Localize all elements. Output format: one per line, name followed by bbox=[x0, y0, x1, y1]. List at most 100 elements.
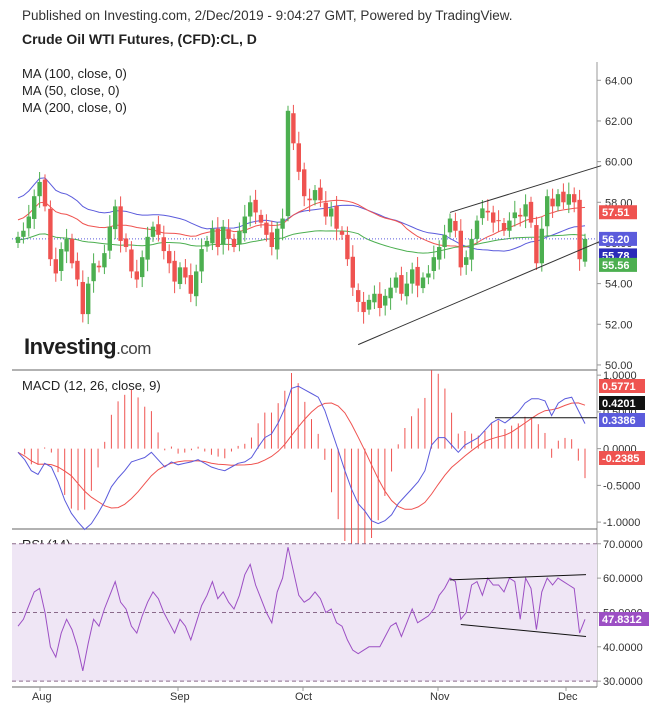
candle-body bbox=[231, 238, 237, 248]
candle-body bbox=[377, 293, 382, 309]
rsi-line bbox=[17, 547, 586, 672]
candle-body bbox=[64, 238, 69, 252]
candle-body bbox=[102, 253, 107, 268]
macd-panel-label: MACD (12, 26, close, 9) bbox=[22, 378, 161, 393]
macd-label-box bbox=[599, 396, 645, 410]
candle-body bbox=[167, 251, 172, 264]
candle-body bbox=[410, 269, 415, 284]
ma100-legend: MA (100, close, 0) bbox=[22, 66, 127, 81]
candle-body bbox=[572, 194, 577, 203]
candle-body bbox=[75, 260, 80, 280]
candle-body bbox=[150, 226, 156, 237]
candle-body bbox=[501, 223, 507, 231]
rsi-value-label: 47.8312 bbox=[602, 614, 642, 626]
time-tick-label: Sep bbox=[170, 691, 190, 703]
candle-body bbox=[134, 271, 139, 280]
candle-body bbox=[183, 267, 188, 278]
macd-value-label: 0.4201 bbox=[602, 398, 636, 410]
candle-body bbox=[561, 191, 566, 203]
candle-body bbox=[42, 179, 48, 207]
candle-body bbox=[383, 295, 388, 306]
candle-body bbox=[496, 220, 501, 222]
candle-body bbox=[323, 202, 328, 217]
price-label-box bbox=[599, 205, 637, 220]
candle-body bbox=[528, 201, 534, 223]
candle-body bbox=[491, 212, 496, 223]
candle-body bbox=[393, 277, 399, 288]
time-tick-label: Dec bbox=[558, 691, 578, 703]
candle-body bbox=[426, 273, 431, 278]
macd-value-label: -0.2385 bbox=[602, 453, 639, 465]
investing-logo: Investing.com bbox=[24, 334, 151, 360]
candle-body bbox=[26, 216, 31, 229]
candle-body bbox=[350, 256, 355, 288]
candle-body bbox=[334, 205, 339, 229]
rsi-band bbox=[12, 543, 597, 682]
candle-body bbox=[242, 216, 247, 234]
candle-body bbox=[512, 212, 517, 219]
candle-body bbox=[555, 194, 561, 207]
candle-body bbox=[312, 190, 318, 201]
price-tick-label: 50.00 bbox=[605, 360, 633, 372]
candle-body bbox=[420, 277, 426, 289]
candle-body bbox=[523, 204, 528, 217]
candle-body bbox=[269, 232, 274, 248]
candle-body bbox=[161, 237, 166, 252]
rsi-upper-trendline bbox=[449, 574, 587, 581]
price-tick-label: 60.00 bbox=[605, 157, 633, 169]
time-tick-label: Aug bbox=[32, 691, 52, 703]
candle-body bbox=[453, 220, 458, 231]
candle-body bbox=[307, 198, 312, 201]
candle-body bbox=[437, 247, 442, 260]
macd-label-box bbox=[599, 413, 645, 427]
candle-body bbox=[539, 228, 544, 264]
candle-body bbox=[21, 230, 26, 237]
candle-body bbox=[264, 222, 269, 235]
macd-tick-label: -0.5000 bbox=[603, 480, 640, 492]
chart-title: Crude Oil WTI Futures, (CFD):CL, D bbox=[22, 31, 257, 47]
candle-body bbox=[91, 263, 96, 282]
candle-body bbox=[507, 220, 512, 231]
candle-body bbox=[361, 301, 366, 313]
candle-body bbox=[226, 229, 231, 239]
macd-signal-line bbox=[17, 402, 586, 510]
ma100-line bbox=[17, 199, 586, 248]
candle-body bbox=[302, 169, 307, 197]
candle-body bbox=[221, 226, 226, 245]
logo-text: Investing bbox=[24, 334, 117, 359]
price-label: 56.20 bbox=[602, 234, 630, 246]
rsi-tick-label: 60.0000 bbox=[603, 573, 643, 585]
candle-body bbox=[194, 271, 199, 297]
ma50-line bbox=[17, 230, 586, 254]
candle-body bbox=[285, 110, 291, 217]
macd-line bbox=[17, 385, 586, 531]
candle-body bbox=[464, 257, 469, 265]
rsi-tick-label: 30.0000 bbox=[603, 676, 643, 688]
candle-body bbox=[145, 236, 150, 260]
candle-body bbox=[53, 259, 58, 274]
candle-body bbox=[518, 214, 523, 217]
published-line: Published on Investing.com, 2/Dec/2019 -… bbox=[22, 8, 513, 23]
time-tick-label: Oct bbox=[295, 691, 312, 703]
candle-body bbox=[296, 143, 301, 172]
candle-body bbox=[534, 225, 539, 264]
price-label-box bbox=[599, 231, 637, 246]
rsi-tick-label: 40.0000 bbox=[603, 642, 643, 654]
candle-body bbox=[345, 234, 350, 260]
candle-body bbox=[59, 249, 64, 272]
ma200-legend: MA (200, close, 0) bbox=[22, 100, 127, 115]
candle-body bbox=[80, 281, 85, 315]
candle-body bbox=[582, 238, 588, 262]
candle-body bbox=[37, 181, 42, 197]
channel-lower-trendline bbox=[358, 240, 602, 346]
logo-suffix: .com bbox=[116, 339, 151, 358]
price-label: 55.56 bbox=[602, 260, 630, 272]
candle-body bbox=[566, 194, 571, 205]
candle-body bbox=[69, 238, 75, 264]
price-tick-label: 62.00 bbox=[605, 116, 633, 128]
candle-body bbox=[577, 199, 582, 260]
candle-body bbox=[210, 228, 215, 244]
candle-body bbox=[480, 208, 485, 219]
candle-body bbox=[253, 199, 258, 213]
